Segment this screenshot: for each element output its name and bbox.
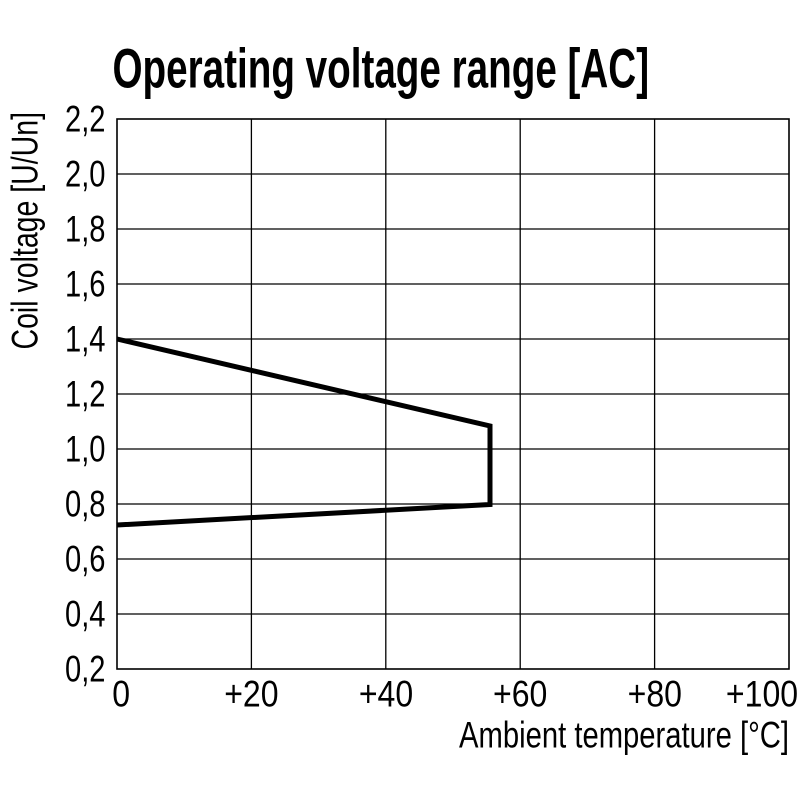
svg-text:1,6: 1,6: [65, 264, 105, 305]
svg-text:0,8: 0,8: [65, 484, 105, 525]
svg-text:1,2: 1,2: [65, 374, 105, 415]
svg-text:0,2: 0,2: [65, 649, 105, 690]
svg-text:Operating voltage range [AC]: Operating voltage range [AC]: [113, 37, 650, 100]
svg-text:Ambient temperature [°C]: Ambient temperature [°C]: [459, 716, 789, 757]
svg-text:2,0: 2,0: [65, 154, 105, 195]
svg-text:+60: +60: [493, 674, 547, 715]
svg-text:1,8: 1,8: [65, 209, 105, 250]
svg-text:+100: +100: [726, 674, 798, 715]
svg-text:+80: +80: [628, 674, 682, 715]
svg-text:0,6: 0,6: [65, 539, 105, 580]
svg-text:1,4: 1,4: [65, 319, 105, 360]
svg-text:Coil voltage [U/Un]: Coil voltage [U/Un]: [4, 112, 45, 349]
svg-text:0: 0: [112, 674, 130, 715]
svg-text:+40: +40: [359, 674, 413, 715]
svg-text:+20: +20: [224, 674, 278, 715]
svg-text:1,0: 1,0: [65, 429, 105, 470]
svg-text:0,4: 0,4: [65, 594, 105, 635]
svg-text:2,2: 2,2: [65, 99, 105, 140]
